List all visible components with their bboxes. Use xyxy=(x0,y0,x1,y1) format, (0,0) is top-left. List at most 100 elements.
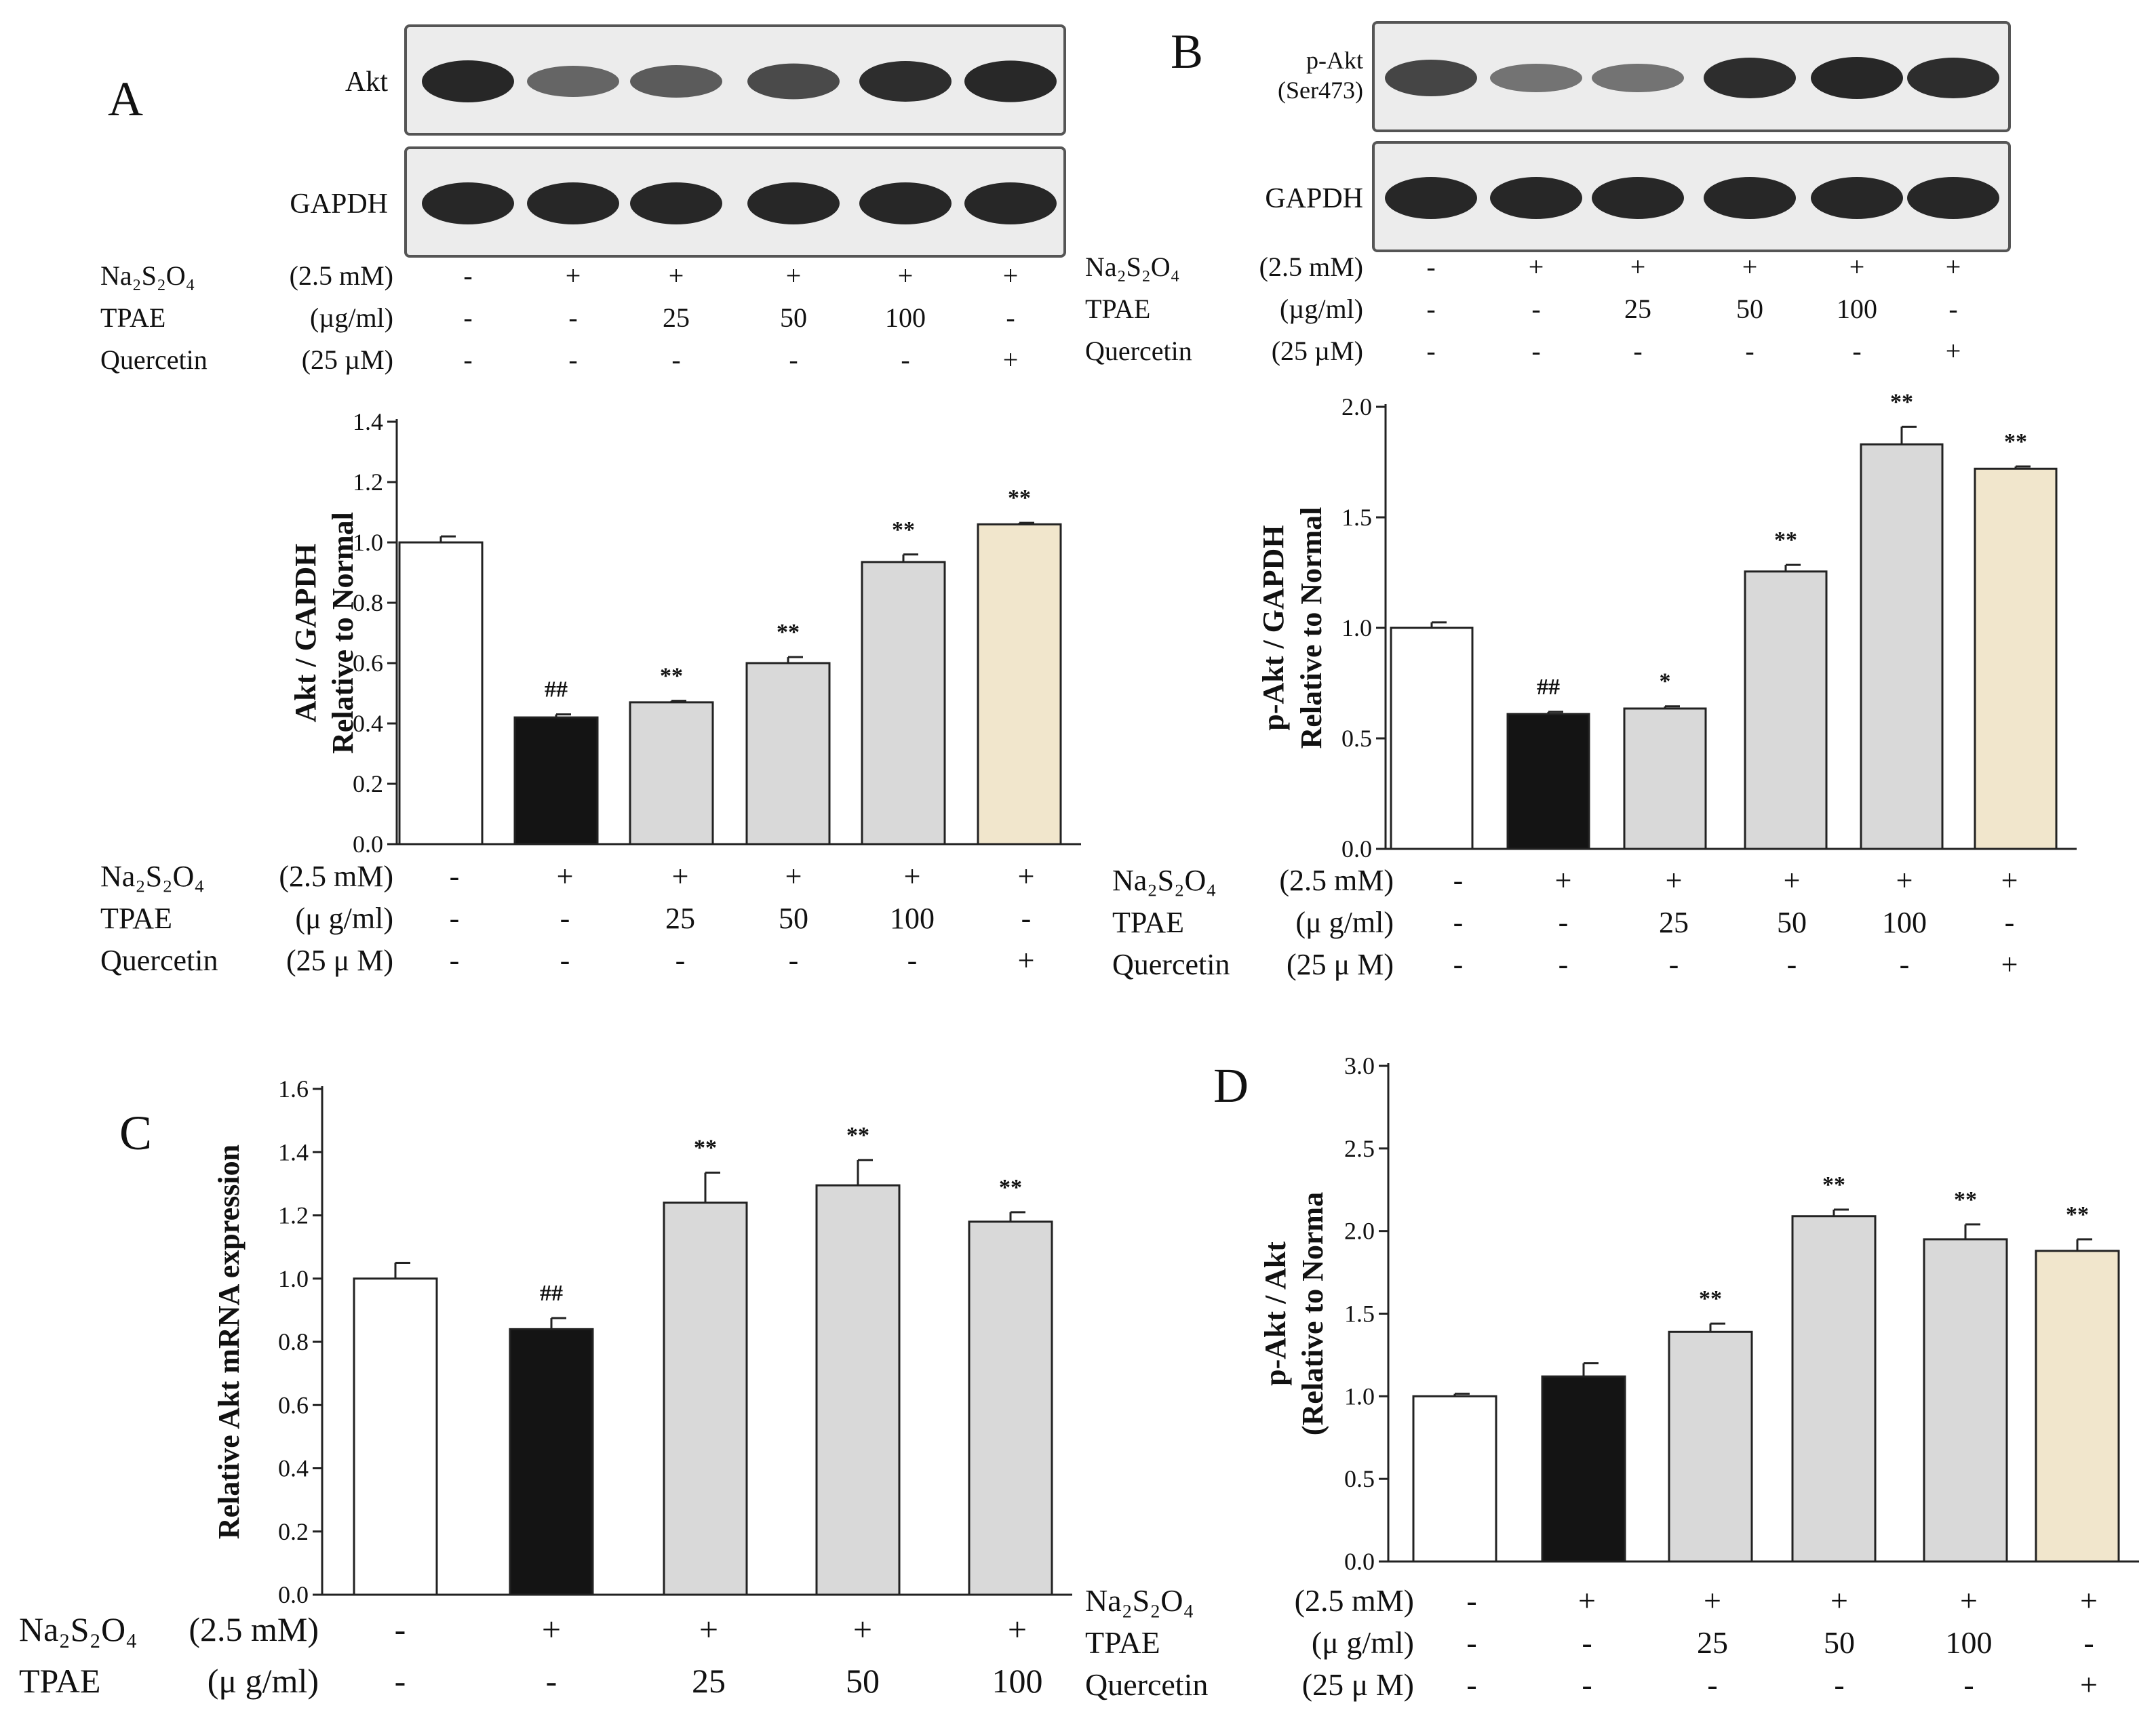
condition-value: + xyxy=(898,260,914,291)
condition-value: - xyxy=(1006,302,1015,333)
condition-value: + xyxy=(785,860,802,893)
blot-band xyxy=(747,63,840,100)
condition-value: - xyxy=(1787,948,1797,981)
y-axis-title: Relative to Normal xyxy=(1295,507,1328,749)
condition-label: Quercetin xyxy=(1085,336,1192,366)
condition-unit: (2.5 mM) xyxy=(290,260,393,291)
condition-value: + xyxy=(1003,344,1019,375)
condition-value: + xyxy=(1742,252,1758,282)
y-tick-label: 0.0 xyxy=(353,831,383,858)
blot-band xyxy=(1811,57,1903,99)
condition-value: - xyxy=(1426,252,1435,282)
y-axis-title: p-Akt / Akt xyxy=(1259,1241,1292,1386)
condition-value: 100 xyxy=(1837,294,1877,324)
y-tick-label: 0.0 xyxy=(278,1581,309,1608)
y-tick-label: 0.8 xyxy=(353,589,383,616)
y-axis-title: (Relative to Norma xyxy=(1296,1192,1329,1435)
condition-value: + xyxy=(1018,860,1035,893)
condition-value: 25 xyxy=(1697,1625,1728,1660)
condition-label: TPAE xyxy=(1085,1625,1160,1660)
blot-band xyxy=(1490,177,1582,219)
condition-label: Na₂S₂O₄ xyxy=(1085,1583,1194,1618)
significance-label: ** xyxy=(1954,1187,1977,1212)
condition-value: - xyxy=(1900,948,1910,981)
significance-label: ** xyxy=(1822,1172,1845,1197)
condition-value: + xyxy=(1960,1583,1978,1618)
treatment-table-top: Na₂S₂O₄ (2.5 mM) - + + + + + TPAE (µg/ml) - - 25 50 10… xyxy=(1085,252,1961,366)
condition-label: Na₂S₂O₄ xyxy=(19,1610,138,1648)
y-tick-label: 1.0 xyxy=(1341,614,1372,641)
bar-chart: 0.0 0.2 0.4 0.6 0.8 1.0 1.2 1.4 Akt / GAPDH Relat… xyxy=(289,408,1081,858)
y-axis-title: Relative Akt mRNA expression xyxy=(212,1145,246,1539)
blot-band xyxy=(630,65,722,98)
condition-value: + xyxy=(904,860,921,893)
blot-frame xyxy=(404,24,1066,136)
y-tick-label: 2.0 xyxy=(1344,1218,1375,1245)
bar xyxy=(968,1220,1053,1596)
condition-value: - xyxy=(560,944,570,977)
condition-value: - xyxy=(1531,294,1540,324)
condition-label: Quercetin xyxy=(100,344,208,375)
condition-unit: (25 μ M) xyxy=(286,944,393,977)
condition-unit: (2.5 mM) xyxy=(279,860,393,893)
condition-value: - xyxy=(1426,294,1435,324)
bar xyxy=(2035,1250,2120,1563)
y-tick-label: 1.6 xyxy=(278,1075,309,1102)
condition-value: + xyxy=(1666,864,1683,897)
condition-value: - xyxy=(671,344,680,375)
condition-unit: (µg/ml) xyxy=(1280,294,1363,324)
significance-label: ** xyxy=(892,517,915,542)
condition-value: - xyxy=(1466,1583,1476,1618)
condition-value: 50 xyxy=(779,902,808,935)
condition-unit: (μ g/ml) xyxy=(1312,1625,1414,1660)
bar-chart: 0.0 0.5 1.0 1.5 2.0 2.5 3.0 p-Akt / Akt (Relativ… xyxy=(1259,1052,2139,1575)
blot-band xyxy=(964,182,1057,224)
condition-value: - xyxy=(1963,1667,1974,1702)
panel-letter: D xyxy=(1213,1058,1249,1113)
condition-value: + xyxy=(1784,864,1801,897)
condition-value: - xyxy=(675,944,686,977)
y-tick-label: 1.0 xyxy=(353,529,383,556)
y-tick-label: 1.4 xyxy=(278,1138,309,1166)
condition-value: 25 xyxy=(1624,294,1651,324)
bar xyxy=(353,1277,438,1596)
condition-value: + xyxy=(699,1610,718,1648)
condition-value: 100 xyxy=(885,302,926,333)
condition-value: - xyxy=(1745,336,1754,366)
significance-label: ** xyxy=(694,1136,717,1161)
blot-label: p-Akt xyxy=(1306,47,1363,74)
condition-label: Na₂S₂O₄ xyxy=(100,260,195,291)
panel-d: D Na₂S₂O₄ (2.5 mM) - + + + + + TPAE (μ g/ml) - - 25 50… xyxy=(1085,1052,2139,1702)
blot-strip xyxy=(404,24,1066,136)
condition-value: + xyxy=(1630,252,1646,282)
condition-value: 25 xyxy=(663,302,690,333)
condition-value: - xyxy=(2005,906,2015,939)
condition-value: + xyxy=(1946,336,1961,366)
treatment-table-bottom: Na₂S₂O₄ (2.5 mM) - + + + + + TPAE (μ g/ml) - - 25 50 1… xyxy=(100,860,1034,977)
bar xyxy=(1541,1375,1626,1563)
significance-label: ** xyxy=(1008,485,1031,511)
blot-label: (Ser473) xyxy=(1278,77,1363,104)
condition-value: - xyxy=(1669,948,1679,981)
significance-label: ** xyxy=(1890,389,1913,414)
bar xyxy=(1791,1215,1877,1563)
significance-label: ## xyxy=(540,1281,563,1306)
condition-unit: (25 μ M) xyxy=(1302,1667,1414,1702)
condition-label: Quercetin xyxy=(1112,948,1230,981)
condition-value: 50 xyxy=(1824,1625,1855,1660)
condition-value: - xyxy=(450,860,460,893)
blot-label: Akt xyxy=(345,66,388,98)
condition-unit: (μ g/ml) xyxy=(295,902,393,935)
blot-band xyxy=(1811,177,1903,219)
condition-value: - xyxy=(463,344,472,375)
condition-value: - xyxy=(546,1662,557,1700)
condition-value: - xyxy=(1426,336,1435,366)
condition-value: - xyxy=(450,902,460,935)
y-tick-label: 2.0 xyxy=(1341,393,1372,420)
condition-value: 50 xyxy=(1736,294,1763,324)
bar xyxy=(1390,626,1474,850)
y-tick-label: 0.4 xyxy=(278,1455,309,1482)
blot-band xyxy=(527,182,619,224)
